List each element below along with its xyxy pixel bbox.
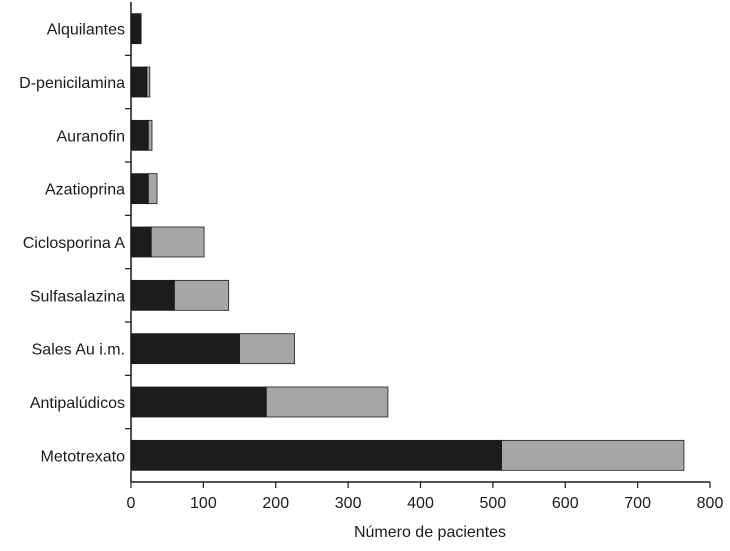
bar-azatioprina-series-1	[130, 173, 149, 205]
bar-auranofin-series-1	[130, 119, 149, 151]
x-tick-label-300: 300	[335, 495, 362, 512]
category-label-auranofin: Auranofin	[57, 128, 126, 145]
x-tick-label-100: 100	[190, 495, 217, 512]
bar-azatioprina-series-2	[147, 173, 158, 205]
bar-antipaludicos-series-1	[130, 386, 267, 418]
x-ticks-group: 0 100 200 300 400 500 600 700 800	[127, 482, 724, 512]
x-tick-label-200: 200	[262, 495, 289, 512]
bar-ciclosporina-a-series-2	[150, 226, 205, 258]
bar-metotrexato-series-1	[130, 439, 502, 471]
category-label-d-penicilamina: D-penicilamina	[19, 75, 125, 92]
category-label-antipaludicos: Antipalúdicos	[30, 395, 125, 412]
bars-group	[130, 13, 685, 471]
bar-antipaludicos-series-2	[265, 386, 389, 418]
category-label-metotrexato: Metotrexato	[41, 448, 126, 465]
bar-alquilantes-series-1	[130, 13, 142, 45]
category-label-ciclosporina-a: Ciclosporina A	[23, 235, 126, 252]
bar-sales-au-i-m-series-1	[130, 333, 240, 365]
category-labels-group: Alquilantes D-penicilamina Auranofin Azatio…	[19, 22, 125, 466]
x-tick-label-400: 400	[407, 495, 434, 512]
bar-sulfasalazina-series-2	[174, 279, 230, 311]
x-tick-label-700: 700	[624, 495, 651, 512]
x-tick-label-500: 500	[480, 495, 507, 512]
bar-d-penicilamina-series-1	[130, 66, 148, 98]
x-tick-label-0: 0	[127, 495, 136, 512]
bar-sulfasalazina-series-1	[130, 279, 175, 311]
bar-ciclosporina-a-series-1	[130, 226, 152, 258]
category-label-sulfasalazina: Sulfasalazina	[30, 288, 125, 305]
x-tick-label-800: 800	[697, 495, 724, 512]
bar-metotrexato-series-2	[501, 439, 685, 471]
category-label-alquilantes: Alquilantes	[47, 22, 125, 39]
y-tick-marks	[125, 54, 131, 430]
x-tick-label-600: 600	[552, 495, 579, 512]
bar-sales-au-i-m-series-2	[239, 333, 295, 365]
x-axis-title: Número de pacientes	[354, 524, 506, 541]
category-label-sales-au-i-m: Sales Au i.m.	[32, 342, 125, 359]
bar-auranofin-series-2	[147, 119, 153, 151]
category-label-azatioprina: Azatioprina	[45, 182, 125, 199]
bar-d-penicilamina-series-2	[146, 66, 151, 98]
